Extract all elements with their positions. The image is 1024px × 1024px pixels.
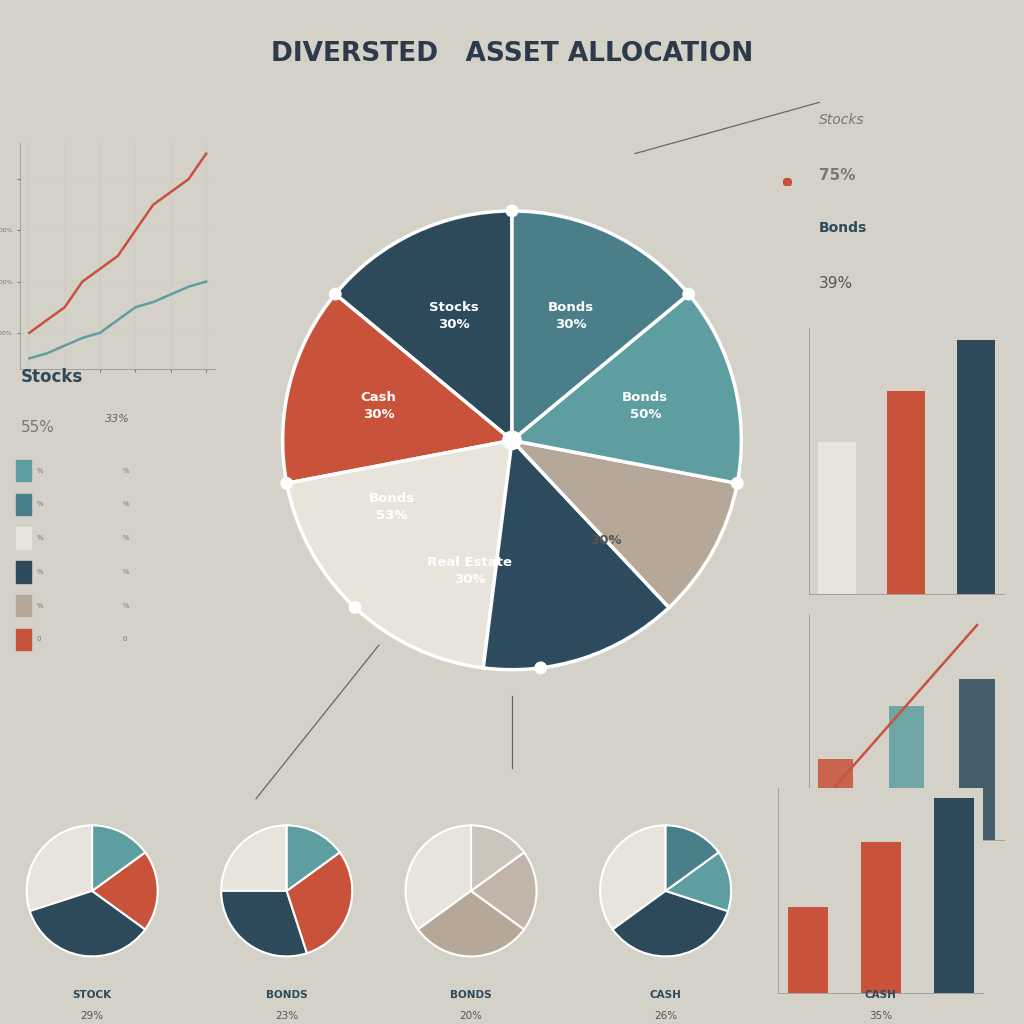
Text: 30%: 30%: [591, 535, 622, 547]
Text: Stocks
30%: Stocks 30%: [428, 301, 478, 331]
Text: %: %: [123, 569, 129, 574]
Bar: [887, 391, 926, 594]
Circle shape: [683, 289, 694, 300]
Text: Real Estate
30%: Real Estate 30%: [427, 556, 512, 586]
Wedge shape: [600, 825, 666, 930]
Wedge shape: [512, 440, 737, 607]
Wedge shape: [406, 825, 471, 930]
Text: 33%: 33%: [105, 415, 130, 424]
Text: BONDS: BONDS: [451, 990, 492, 1000]
Wedge shape: [666, 825, 719, 891]
Wedge shape: [287, 852, 352, 953]
Bar: [889, 706, 924, 840]
Circle shape: [506, 205, 518, 217]
Wedge shape: [666, 852, 731, 911]
Text: 0: 0: [123, 637, 127, 642]
Text: %: %: [123, 536, 129, 541]
Bar: [959, 679, 994, 840]
Text: %: %: [37, 468, 43, 473]
Wedge shape: [30, 891, 145, 956]
Wedge shape: [512, 294, 741, 483]
Wedge shape: [283, 294, 512, 483]
Circle shape: [330, 289, 341, 300]
Wedge shape: [92, 825, 145, 891]
Text: %: %: [37, 603, 43, 608]
Text: Bonds
30%: Bonds 30%: [548, 301, 594, 331]
Text: 25%: 25%: [894, 617, 919, 628]
Wedge shape: [27, 825, 92, 911]
Bar: [16, 527, 31, 549]
Text: %: %: [123, 603, 129, 608]
Bar: [818, 441, 856, 594]
Wedge shape: [287, 825, 340, 891]
Text: CASH: CASH: [649, 990, 682, 1000]
Wedge shape: [287, 440, 512, 668]
Wedge shape: [471, 852, 537, 930]
Text: STOCK: STOCK: [73, 990, 112, 1000]
Text: 75%: 75%: [819, 168, 856, 183]
Text: Cash
30%: Cash 30%: [360, 391, 396, 421]
Circle shape: [783, 178, 792, 186]
Text: %: %: [123, 502, 129, 507]
Wedge shape: [221, 891, 307, 956]
Text: 0: 0: [37, 637, 41, 642]
Bar: [16, 460, 31, 481]
Text: 23%: 23%: [275, 1011, 298, 1021]
Bar: [16, 629, 31, 650]
Circle shape: [535, 663, 547, 674]
Text: Stocks: Stocks: [819, 113, 865, 127]
Bar: [16, 561, 31, 583]
Text: Bonds
50%: Bonds 50%: [623, 391, 669, 421]
Wedge shape: [221, 825, 287, 891]
Text: %: %: [37, 536, 43, 541]
Circle shape: [503, 431, 521, 450]
Text: 20%: 20%: [460, 1011, 482, 1021]
Wedge shape: [612, 891, 728, 956]
Text: 26%: 26%: [654, 1011, 677, 1021]
Bar: [860, 842, 901, 993]
Bar: [956, 340, 994, 594]
Wedge shape: [418, 891, 524, 956]
Bar: [934, 799, 974, 993]
Circle shape: [281, 477, 293, 489]
Circle shape: [349, 602, 360, 613]
Text: CASH: CASH: [864, 990, 897, 1000]
Text: 29%: 29%: [81, 1011, 103, 1021]
Text: 55%: 55%: [20, 420, 54, 435]
Text: DIVERSTED   ASSET ALLOCATION: DIVERSTED ASSET ALLOCATION: [271, 41, 753, 67]
Bar: [818, 759, 853, 840]
Bar: [16, 595, 31, 616]
Text: Stocks: Stocks: [20, 368, 83, 386]
Text: 39%: 39%: [819, 276, 853, 292]
Wedge shape: [471, 825, 524, 891]
Text: Bonds: Bonds: [819, 221, 867, 236]
Bar: [787, 906, 827, 993]
Text: %: %: [37, 502, 43, 507]
Bar: [16, 494, 31, 515]
Circle shape: [731, 477, 743, 489]
Text: %: %: [123, 468, 129, 473]
Wedge shape: [512, 211, 689, 440]
Wedge shape: [92, 852, 158, 930]
Text: 35%: 35%: [869, 1011, 892, 1021]
Text: %: %: [37, 569, 43, 574]
Wedge shape: [483, 440, 669, 670]
Wedge shape: [335, 211, 512, 440]
Text: Bonds
53%: Bonds 53%: [369, 492, 415, 521]
Text: BONDS: BONDS: [266, 990, 307, 1000]
